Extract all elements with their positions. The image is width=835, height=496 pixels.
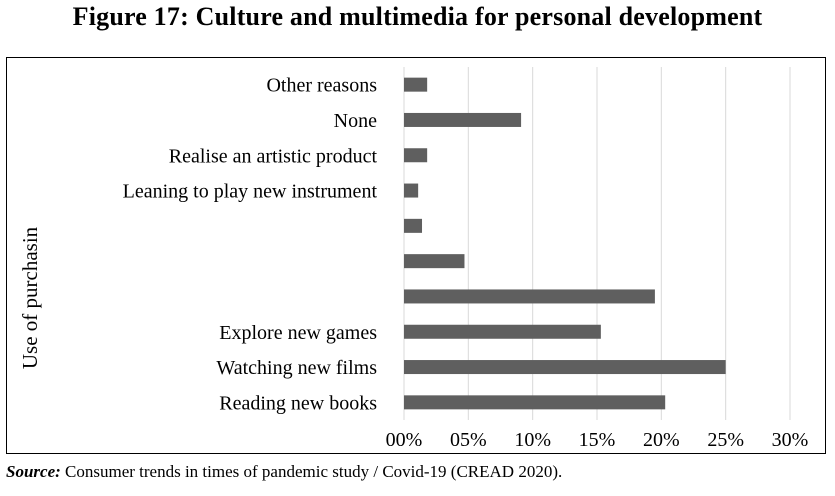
bar bbox=[404, 112, 522, 127]
category-labels: Reading new books Watching new films Explo… bbox=[123, 75, 378, 415]
x-tick-label: 00% bbox=[386, 429, 423, 451]
y-axis-label: Use of purchasin bbox=[18, 226, 42, 369]
bar-chart: Reading new books Watching new films Explo… bbox=[18, 67, 809, 451]
category-label: Other reasons bbox=[266, 75, 377, 97]
bar bbox=[404, 254, 465, 269]
category-label: Reading new books bbox=[219, 392, 377, 414]
source-note: Source: Consumer trends in times of pand… bbox=[6, 461, 562, 483]
bar bbox=[404, 218, 423, 233]
category-label: Realise an artistic product bbox=[169, 145, 378, 167]
category-label: Leaning to play new instrument bbox=[123, 181, 378, 203]
category-label: Explore new games bbox=[219, 322, 377, 344]
x-tick-label: 15% bbox=[579, 429, 616, 451]
x-tick-label: 25% bbox=[707, 429, 744, 451]
bar bbox=[404, 360, 726, 375]
x-tick-label: 05% bbox=[450, 429, 487, 451]
x-tick-labels: 00% 05% 10% 15% 20% 25% 30% bbox=[386, 429, 809, 451]
bar bbox=[404, 324, 601, 339]
category-label: None bbox=[334, 110, 377, 132]
bars bbox=[404, 77, 726, 410]
x-tick-label: 10% bbox=[514, 429, 551, 451]
chart-frame: Reading new books Watching new films Explo… bbox=[6, 57, 826, 454]
bar bbox=[404, 77, 428, 92]
source-text: Consumer trends in times of pandemic stu… bbox=[60, 462, 563, 481]
category-label: Watching new films bbox=[216, 357, 377, 379]
bar bbox=[404, 148, 428, 163]
bar bbox=[404, 289, 655, 304]
figure-title: Figure 17: Culture and multimedia for pe… bbox=[72, 2, 763, 31]
bar bbox=[404, 183, 419, 198]
bar bbox=[404, 395, 666, 410]
x-tick-label: 30% bbox=[772, 429, 809, 451]
source-label: Source: bbox=[6, 462, 61, 481]
x-tick-label: 20% bbox=[643, 429, 680, 451]
